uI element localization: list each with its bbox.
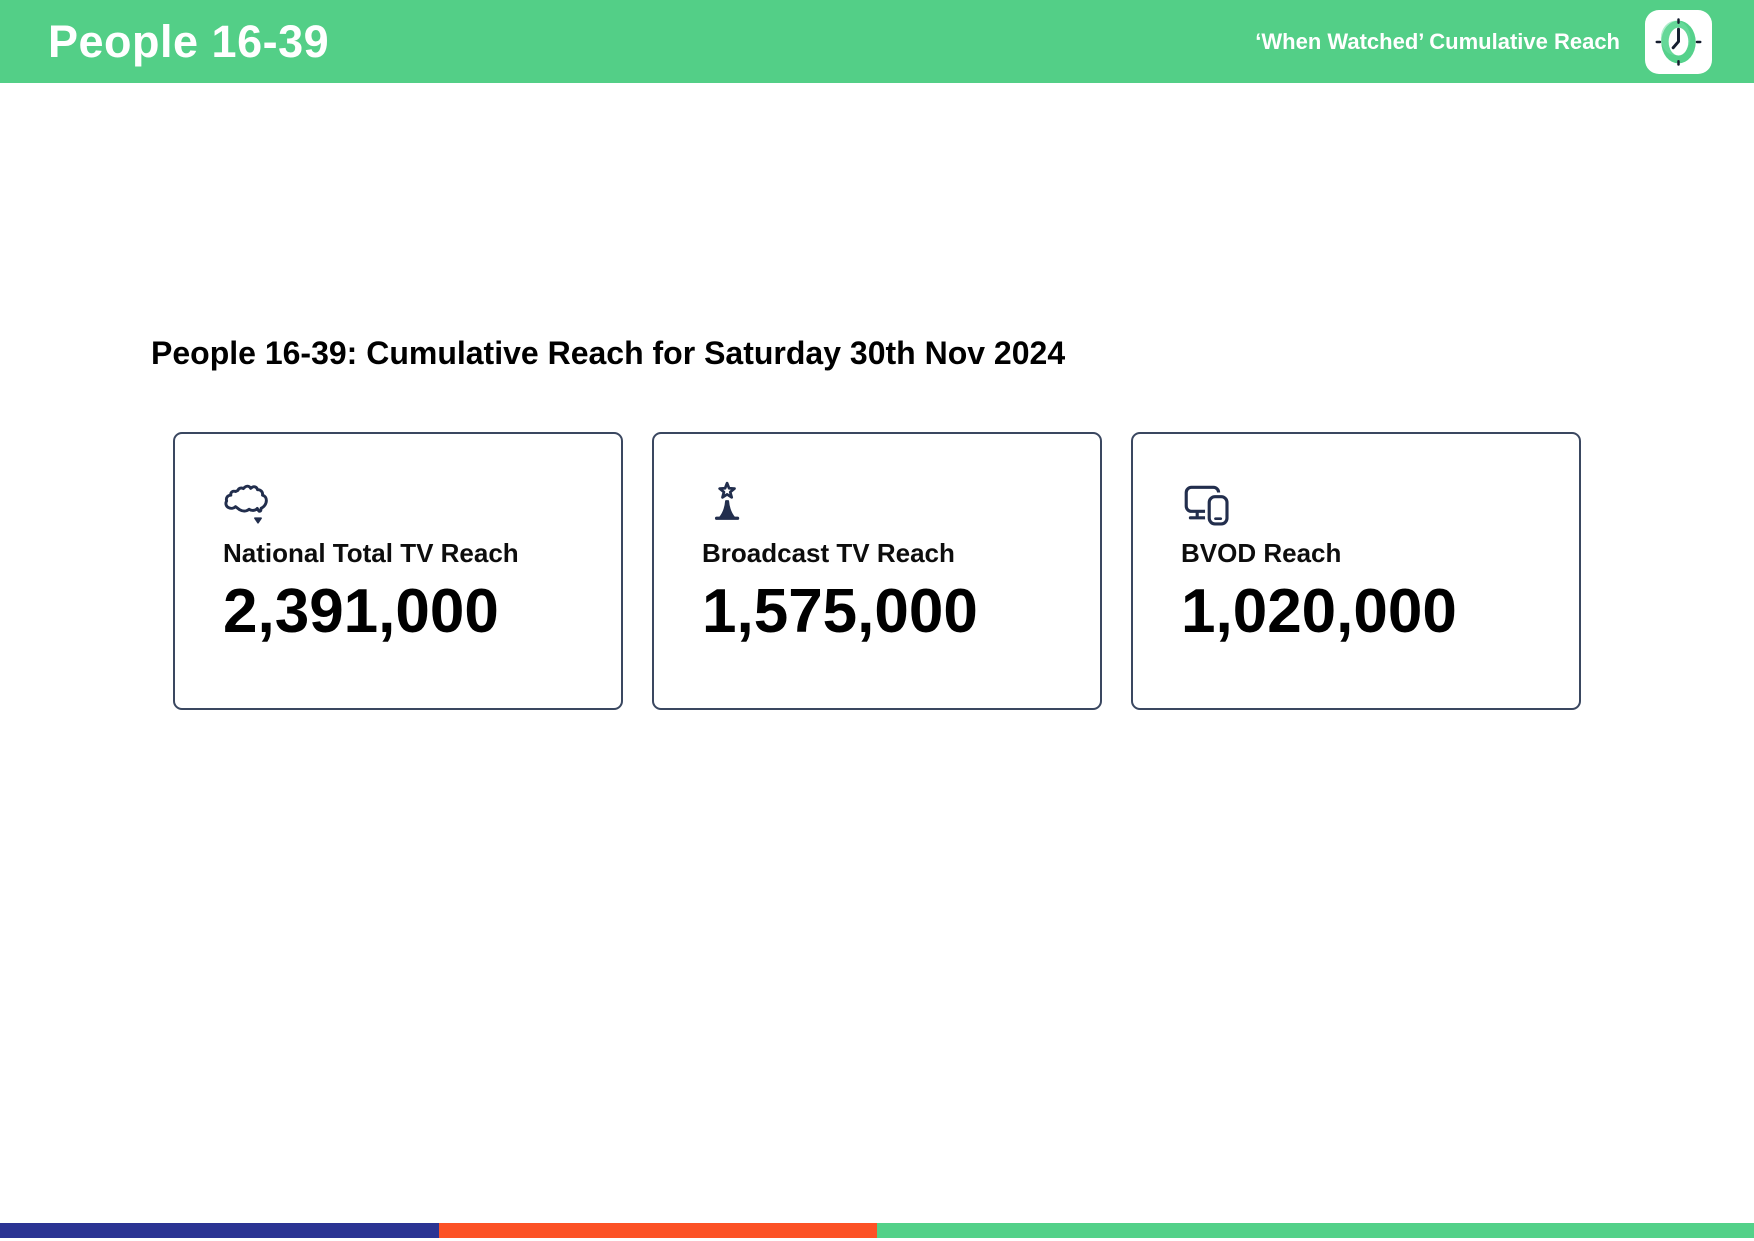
header-right: ‘When Watched’ Cumulative Reach	[1255, 9, 1712, 74]
broadcast-tower-icon	[702, 480, 1080, 526]
card-value: 1,020,000	[1181, 576, 1457, 646]
footer-stripe	[0, 1223, 1754, 1238]
card-label: BVOD Reach	[1181, 538, 1342, 568]
card-value: 2,391,000	[223, 576, 499, 646]
card-label: Broadcast TV Reach	[702, 538, 955, 568]
devices-icon	[1181, 480, 1559, 526]
header-subtitle: ‘When Watched’ Cumulative Reach	[1255, 28, 1620, 54]
card-broadcast-tv-reach: Broadcast TV Reach 1,575,000	[652, 432, 1102, 710]
header-bar: People 16-39 ‘When Watched’ Cumulative R…	[0, 0, 1754, 83]
card-national-total-tv-reach: National Total TV Reach 2,391,000	[173, 432, 623, 710]
section-heading: People 16-39: Cumulative Reach for Satur…	[151, 335, 1066, 371]
page-title: People 16-39	[48, 15, 330, 67]
metric-cards: National Total TV Reach 2,391,000 Broadc…	[173, 432, 1581, 710]
australia-map-icon	[223, 480, 601, 526]
footer-stripe-green	[877, 1223, 1754, 1238]
card-bvod-reach: BVOD Reach 1,020,000	[1131, 432, 1581, 710]
footer-stripe-orange	[438, 1223, 877, 1238]
card-value: 1,575,000	[702, 576, 978, 646]
footer-stripe-blue	[0, 1223, 439, 1238]
clock-app-icon	[1645, 9, 1712, 74]
card-label: National Total TV Reach	[223, 538, 519, 568]
